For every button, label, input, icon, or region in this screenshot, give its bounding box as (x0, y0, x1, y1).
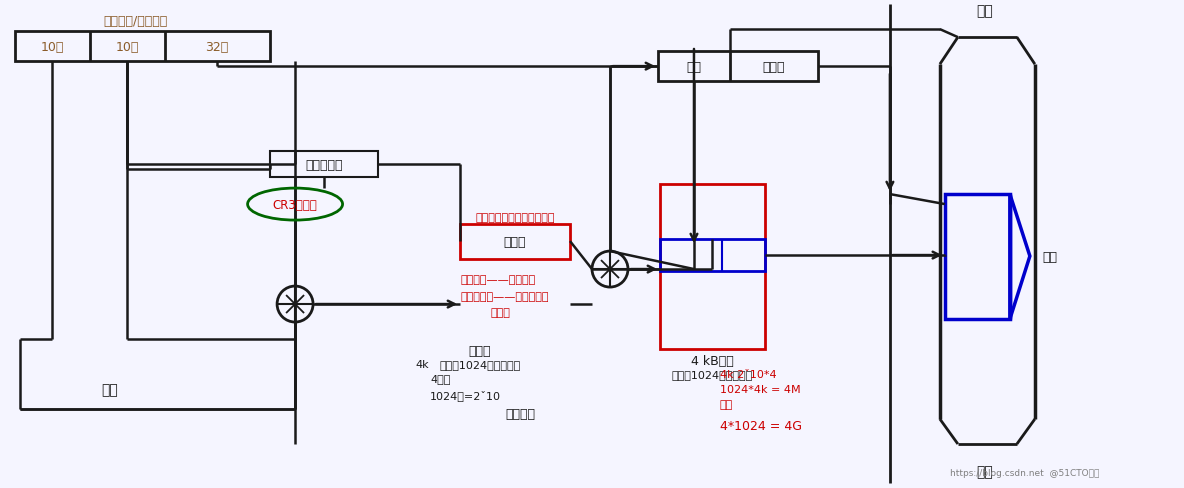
Text: 不在内存上——触发页错误: 不在内存上——触发页错误 (461, 291, 548, 302)
Text: 页表项: 页表项 (503, 235, 526, 248)
Bar (659, 240, 765, 271)
Text: https://blog.csdn.net  @51CTO博客: https://blog.csdn.net @51CTO博客 (951, 468, 1100, 477)
Text: 偏移量: 偏移量 (762, 61, 785, 74)
Text: 32位: 32位 (206, 41, 229, 54)
Text: 4字节: 4字节 (430, 373, 450, 383)
Text: （包含1024个页表帧）: （包含1024个页表帧） (439, 359, 521, 369)
Text: 页表: 页表 (720, 399, 733, 409)
Text: （包含1024个页表帧）: （包含1024个页表帧） (671, 369, 753, 379)
Text: 4 kB页表: 4 kB页表 (690, 354, 733, 367)
Bar (15, 32, 270, 62)
Text: 在内存上——直接触发: 在内存上——直接触发 (461, 274, 535, 285)
Text: 根页表指针: 根页表指针 (305, 158, 343, 171)
Text: 程序: 程序 (102, 382, 118, 396)
Bar (658, 52, 818, 82)
Text: 主存: 主存 (977, 464, 993, 478)
Text: 4*1024 = 4G: 4*1024 = 4G (720, 419, 802, 432)
Text: 根页表: 根页表 (469, 345, 491, 357)
Bar (270, 152, 378, 178)
Text: 4k: 4k (416, 359, 429, 369)
Text: 分页机制: 分页机制 (506, 407, 535, 420)
Text: 页中断: 页中断 (490, 307, 510, 317)
Text: 4k 2ˇ10*4: 4k 2ˇ10*4 (720, 369, 777, 379)
Bar (659, 185, 765, 349)
Text: 虚拟地址/逻辑地址: 虚拟地址/逻辑地址 (103, 15, 167, 28)
Text: 10位: 10位 (116, 41, 139, 54)
Bar (945, 195, 1010, 319)
Text: 页帧: 页帧 (1043, 250, 1057, 263)
Text: 1024*4k = 4M: 1024*4k = 4M (720, 384, 800, 394)
Text: 1024项=2ˇ10: 1024项=2ˇ10 (430, 389, 501, 400)
Text: 记录下一级页表的起始地址: 记录下一级页表的起始地址 (475, 213, 555, 223)
Text: 内存: 内存 (977, 4, 993, 18)
Bar (461, 224, 570, 260)
Text: 10位: 10位 (40, 41, 64, 54)
Text: 帧号: 帧号 (687, 61, 701, 74)
Text: CR3中的值: CR3中的值 (272, 198, 317, 211)
